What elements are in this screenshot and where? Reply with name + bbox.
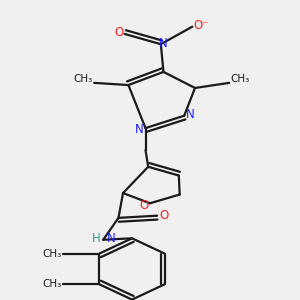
Text: O: O — [114, 26, 123, 39]
Text: O: O — [140, 199, 148, 212]
Text: CH₃: CH₃ — [43, 279, 62, 289]
Text: O: O — [159, 209, 168, 222]
Text: CH₃: CH₃ — [231, 74, 250, 84]
Text: H: H — [92, 232, 100, 245]
Text: N: N — [159, 37, 168, 50]
Text: N: N — [186, 108, 195, 121]
Text: N: N — [135, 122, 144, 136]
Text: N: N — [107, 232, 116, 245]
Text: CH₃: CH₃ — [43, 249, 62, 259]
Text: CH₃: CH₃ — [74, 74, 93, 84]
Text: O⁻: O⁻ — [194, 19, 209, 32]
